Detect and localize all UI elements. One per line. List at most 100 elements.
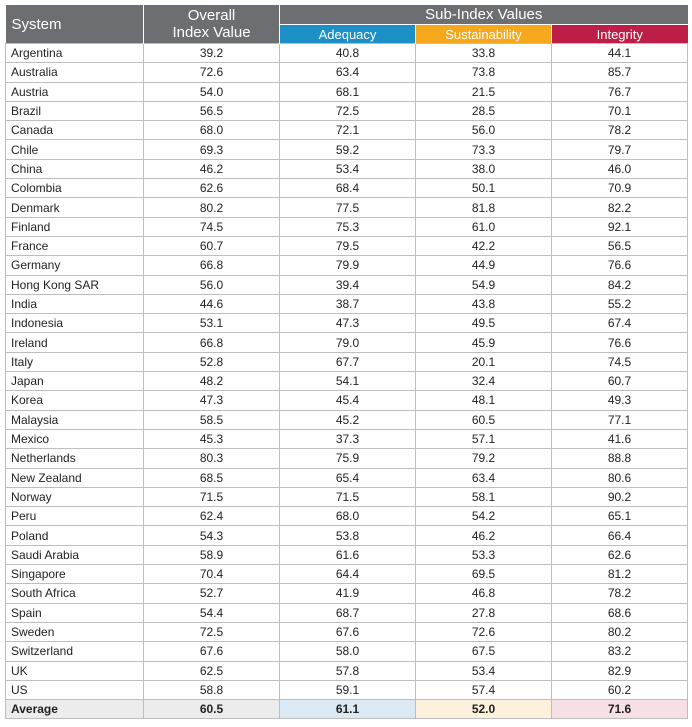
cell-sustainability: 73.3: [415, 139, 552, 160]
cell-system: US: [5, 679, 144, 701]
cell-system: Poland: [5, 525, 144, 546]
cell-sustainability: 58.1: [415, 486, 552, 508]
header-integrity: Integrity: [551, 24, 688, 44]
cell-adequacy: 68.7: [279, 602, 416, 623]
cell-system: Hong Kong SAR: [5, 274, 144, 295]
cell-adequacy: 59.1: [279, 679, 416, 701]
cell-integrity: 84.2: [550, 274, 689, 295]
table-row: Poland 54.3 53.8 46.2 66.4: [5, 525, 689, 546]
cell-adequacy: 57.8: [279, 660, 416, 681]
cell-adequacy: 65.4: [279, 467, 416, 488]
cell-sustainability: 79.2: [415, 448, 552, 469]
table-row: France 60.7 79.5 42.2 56.5: [5, 235, 689, 257]
cell-sustainability: 28.5: [415, 100, 552, 122]
cell-system: Finland: [5, 216, 144, 237]
header-sustainability: Sustainability: [415, 24, 552, 44]
cell-adequacy: 64.4: [279, 564, 416, 585]
cell-sustainability: 48.1: [415, 390, 552, 411]
table-row: India 44.6 38.7 43.8 55.2: [5, 293, 689, 315]
cell-system: India: [5, 293, 144, 315]
table-row: South Africa 52.7 41.9 46.8 78.2: [5, 583, 689, 604]
table-row: US 58.8 59.1 57.4 60.2: [5, 679, 689, 701]
cell-system: Chile: [5, 139, 144, 160]
cell-system: Peru: [5, 506, 144, 527]
cell-sustainability: 44.9: [415, 255, 552, 276]
cell-sustainability: 57.4: [415, 679, 552, 701]
cell-integrity: 85.7: [550, 62, 689, 83]
cell-system: Switzerland: [5, 641, 144, 662]
table-row: Brazil 56.5 72.5 28.5 70.1: [5, 100, 689, 122]
table-row: Mexico 45.3 37.3 57.1 41.6: [5, 428, 689, 450]
cell-overall: 56.0: [143, 274, 280, 295]
cell-overall: 44.6: [143, 293, 280, 315]
cell-integrity: 66.4: [550, 525, 689, 546]
cell-integrity: 56.5: [550, 235, 689, 257]
cell-adequacy: 79.9: [279, 255, 416, 276]
cell-sustainability: 33.8: [415, 42, 552, 64]
average-overall: 60.5: [143, 699, 280, 720]
cell-integrity: 70.9: [550, 178, 689, 199]
cell-system: Brazil: [5, 100, 144, 122]
pension-index-table: System Overall Index Value Sub-Index Val…: [5, 5, 689, 720]
cell-sustainability: 21.5: [415, 81, 552, 102]
cell-adequacy: 75.3: [279, 216, 416, 237]
cell-system: UK: [5, 660, 144, 681]
cell-overall: 46.2: [143, 158, 280, 180]
cell-system: Denmark: [5, 197, 144, 218]
table-row: Canada 68.0 72.1 56.0 78.2: [5, 120, 689, 141]
cell-system: Argentina: [5, 42, 144, 64]
cell-overall: 54.0: [143, 81, 280, 102]
cell-integrity: 92.1: [550, 216, 689, 237]
cell-sustainability: 49.5: [415, 313, 552, 334]
cell-overall: 52.8: [143, 351, 280, 373]
average-integrity: 71.6: [550, 699, 689, 720]
table-row: Norway 71.5 71.5 58.1 90.2: [5, 486, 689, 508]
cell-system: Malaysia: [5, 409, 144, 430]
cell-sustainability: 69.5: [415, 564, 552, 585]
cell-sustainability: 63.4: [415, 467, 552, 488]
header-sub-index-values: Sub-Index Values: [279, 5, 688, 25]
cell-system: Japan: [5, 371, 144, 392]
cell-adequacy: 68.0: [279, 506, 416, 527]
table-row: Hong Kong SAR 56.0 39.4 54.9 84.2: [5, 274, 689, 295]
cell-integrity: 55.2: [550, 293, 689, 315]
cell-system: Singapore: [5, 564, 144, 585]
average-label: Average: [5, 699, 144, 720]
average-adequacy: 61.1: [279, 699, 416, 720]
cell-adequacy: 77.5: [279, 197, 416, 218]
cell-overall: 47.3: [143, 390, 280, 411]
table-row: China 46.2 53.4 38.0 46.0: [5, 158, 689, 180]
cell-system: South Africa: [5, 583, 144, 604]
table-row: Netherlands 80.3 75.9 79.2 88.8: [5, 448, 689, 469]
cell-sustainability: 60.5: [415, 409, 552, 430]
cell-integrity: 80.6: [550, 467, 689, 488]
table-row: Sweden 72.5 67.6 72.6 80.2: [5, 621, 689, 643]
cell-adequacy: 72.1: [279, 120, 416, 141]
cell-adequacy: 71.5: [279, 486, 416, 508]
cell-overall: 52.7: [143, 583, 280, 604]
cell-integrity: 83.2: [550, 641, 689, 662]
cell-system: Netherlands: [5, 448, 144, 469]
table-body: Argentina 39.2 40.8 33.8 44.1 Australia 72.6 63…: [5, 42, 689, 720]
cell-sustainability: 20.1: [415, 351, 552, 373]
cell-integrity: 77.1: [550, 409, 689, 430]
cell-integrity: 90.2: [550, 486, 689, 508]
cell-system: Italy: [5, 351, 144, 373]
cell-integrity: 81.2: [550, 564, 689, 585]
cell-integrity: 76.7: [550, 81, 689, 102]
cell-integrity: 49.3: [550, 390, 689, 411]
cell-integrity: 46.0: [550, 158, 689, 180]
cell-overall: 70.4: [143, 564, 280, 585]
cell-system: Spain: [5, 602, 144, 623]
table-row: Peru 62.4 68.0 54.2 65.1: [5, 506, 689, 527]
cell-sustainability: 43.8: [415, 293, 552, 315]
cell-sustainability: 61.0: [415, 216, 552, 237]
cell-overall: 68.5: [143, 467, 280, 488]
header-overall-line2: Index Value: [172, 24, 251, 41]
cell-overall: 58.8: [143, 679, 280, 701]
average-row: Average 60.5 61.1 52.0 71.6: [5, 699, 689, 720]
cell-overall: 54.3: [143, 525, 280, 546]
cell-sustainability: 54.9: [415, 274, 552, 295]
cell-sustainability: 45.9: [415, 332, 552, 353]
average-sustainability: 52.0: [415, 699, 552, 720]
